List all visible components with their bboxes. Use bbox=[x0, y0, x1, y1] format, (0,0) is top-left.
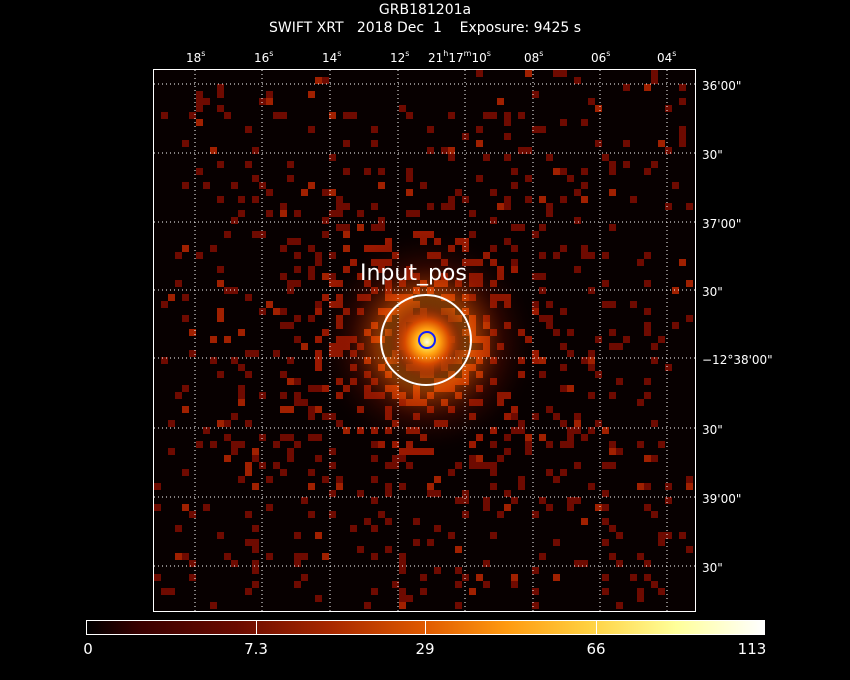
colorbar-mark-29 bbox=[425, 620, 426, 635]
dec-tick-38-00: −12°38'00" bbox=[702, 353, 773, 367]
dec-tick-36-00: 36'00" bbox=[702, 79, 742, 93]
input-position-marker[interactable] bbox=[418, 331, 436, 349]
ra-tick-06s: 06s bbox=[591, 49, 611, 66]
image-title-observation: SWIFT XRT 2018 Dec 1 Exposure: 9425 s bbox=[269, 20, 581, 36]
ra-tick-08s: 08s bbox=[524, 49, 544, 66]
colorbar-mark-66 bbox=[596, 620, 597, 635]
dec-tick-39-30: 30" bbox=[702, 561, 723, 575]
colorbar-mark-7-3 bbox=[256, 620, 257, 635]
ra-tick-21h17m10s: 21h17m10s bbox=[428, 49, 491, 66]
source-core bbox=[381, 296, 473, 388]
colorbar-label-66: 66 bbox=[586, 640, 606, 658]
colorbar-label-29: 29 bbox=[415, 640, 435, 658]
xray-image-panel[interactable]: Input_pos bbox=[153, 69, 696, 612]
ra-tick-14s: 14s bbox=[322, 49, 342, 66]
colorbar-label-7-3: 7.3 bbox=[244, 640, 268, 658]
region-label-input-pos: Input_pos bbox=[360, 261, 467, 286]
source-extraction-region[interactable] bbox=[380, 294, 472, 386]
dec-tick-37-30: 30" bbox=[702, 285, 723, 299]
colorbar-label-0: 0 bbox=[83, 640, 93, 658]
ra-tick-04s: 04s bbox=[657, 49, 677, 66]
image-title-object: GRB181201a bbox=[378, 2, 472, 18]
ra-tick-18s: 18s bbox=[186, 49, 206, 66]
dec-tick-36-30: 30" bbox=[702, 148, 723, 162]
ra-tick-16s: 16s bbox=[254, 49, 274, 66]
dec-tick-39-00: 39'00" bbox=[702, 492, 742, 506]
dec-tick-37-00: 37'00" bbox=[702, 217, 742, 231]
ra-tick-12s: 12s bbox=[390, 49, 410, 66]
dec-tick-38-30: 30" bbox=[702, 423, 723, 437]
colorbar-label-113: 113 bbox=[737, 640, 767, 658]
xray-counts-map bbox=[154, 70, 695, 611]
